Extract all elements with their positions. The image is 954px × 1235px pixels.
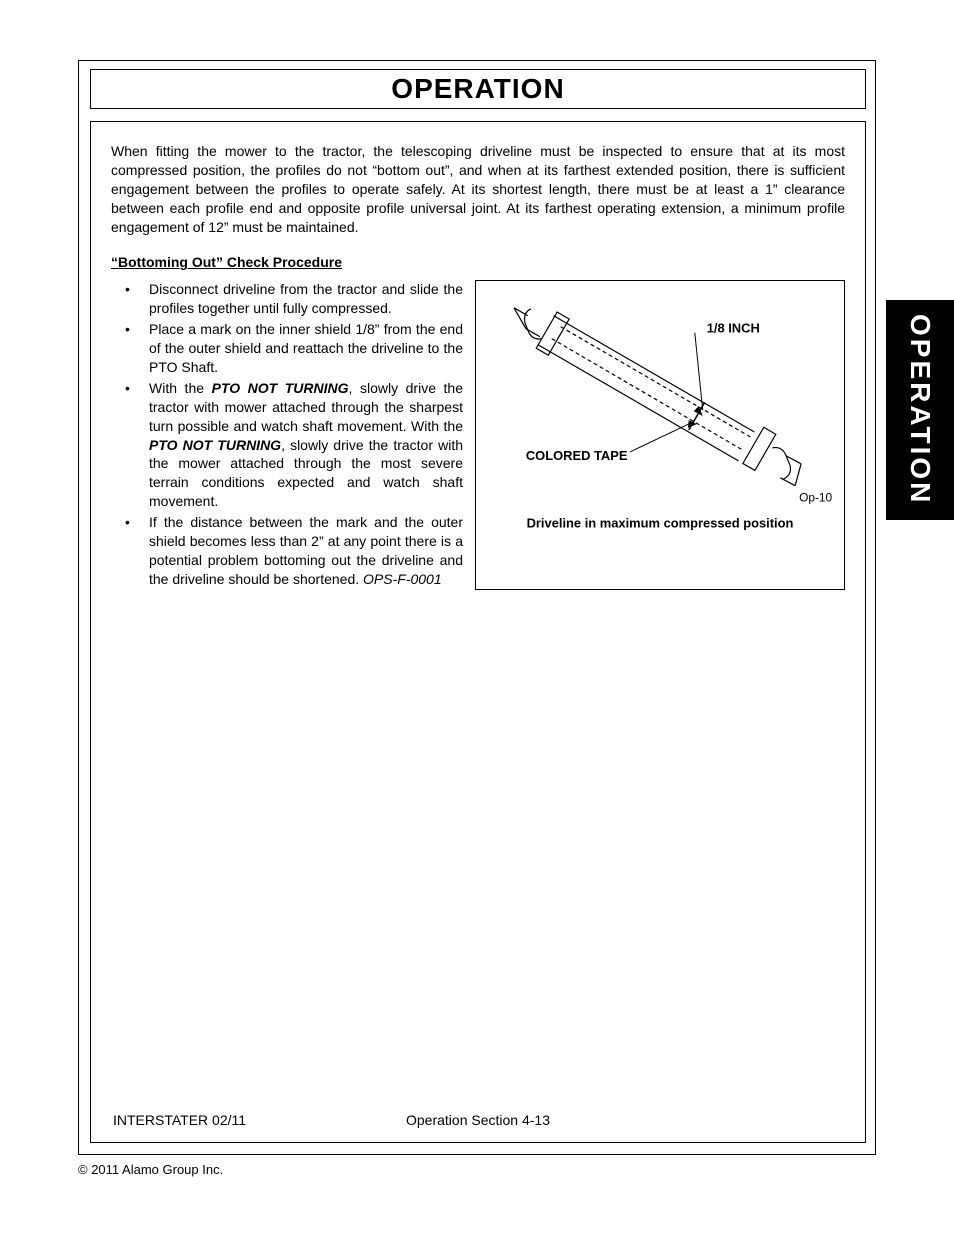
page-title: OPERATION (391, 73, 564, 105)
emphasis-text: PTO NOT TURNING (212, 380, 349, 396)
bullet-text: Disconnect driveline from the tractor an… (149, 281, 463, 316)
copyright: © 2011 Alamo Group Inc. (78, 1162, 223, 1177)
code-ref: OPS-F-0001 (363, 571, 442, 587)
section-side-tab: OPERATION (886, 300, 954, 520)
list-item: If the distance between the mark and the… (111, 513, 463, 589)
intro-paragraph: When fitting the mower to the tractor, t… (111, 142, 845, 236)
list-item: Place a mark on the inner shield 1/8” fr… (111, 320, 463, 377)
list-item: With the PTO NOT TURNING, slowly drive t… (111, 379, 463, 511)
list-item: Disconnect driveline from the tractor an… (111, 280, 463, 318)
figure-label-tape: COLORED TAPE (526, 448, 628, 463)
figure-box: 1/8 INCH COLORED TAPE Op-10 Driveline in… (475, 280, 845, 590)
footer-center: Operation Section 4-13 (91, 1112, 865, 1128)
procedure-list: Disconnect driveline from the tractor an… (111, 280, 463, 588)
figure-id: Op-10 (799, 491, 832, 505)
bullet-text: Place a mark on the inner shield 1/8” fr… (149, 321, 463, 375)
page-frame: OPERATION When fitting the mower to the … (78, 60, 876, 1155)
side-tab-label: OPERATION (904, 314, 936, 505)
left-column: Disconnect driveline from the tractor an… (111, 280, 463, 590)
figure-label-inch: 1/8 INCH (707, 321, 760, 336)
two-column-layout: Disconnect driveline from the tractor an… (111, 280, 845, 590)
figure-caption: Driveline in maximum compressed position (527, 516, 794, 531)
procedure-heading: “Bottoming Out” Check Procedure (111, 254, 845, 270)
title-box: OPERATION (90, 69, 866, 109)
right-column: 1/8 INCH COLORED TAPE Op-10 Driveline in… (475, 280, 845, 590)
driveline-diagram: 1/8 INCH COLORED TAPE Op-10 Driveline in… (476, 281, 844, 589)
emphasis-text: PTO NOT TURNING (149, 437, 281, 453)
content-box: When fitting the mower to the tractor, t… (90, 121, 866, 1143)
bullet-text: With the (149, 380, 212, 396)
